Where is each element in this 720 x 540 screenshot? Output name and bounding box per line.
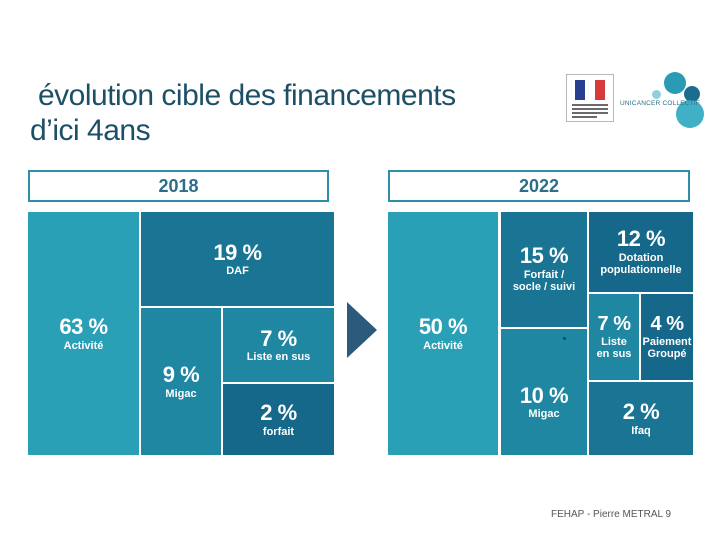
page-number: 9 <box>665 509 672 520</box>
title-line-2: d’ici 4ans <box>30 114 151 148</box>
cell-2022-forfait-socle: 15 % Forfait / socle / suivi <box>501 212 587 327</box>
year-2018-header: 2018 <box>28 170 329 202</box>
cell-2018-migac: 9 % Migac <box>141 308 221 455</box>
cell-2022-dotation: 12 % Dotation populationnelle <box>589 212 693 292</box>
year-2022-header: 2022 <box>388 170 690 202</box>
cell-2018-forfait: 2 % forfait <box>223 384 334 455</box>
government-logo <box>566 74 614 122</box>
cell-2022-liste-en-sus: 7 % Liste en sus <box>589 294 639 380</box>
title-line-1: évolution cible des financements <box>38 79 456 112</box>
cell-2018-liste-en-sus: 7 % Liste en sus <box>223 308 334 382</box>
footer-author: FEHAP - Pierre METRAL <box>551 509 663 520</box>
logo-caption: Unicancer collectif <box>620 100 701 107</box>
cell-2018-daf: 19 % DAF <box>141 212 334 306</box>
decorative-dot <box>563 337 566 340</box>
cell-2022-ifaq: 2 % Ifaq <box>589 382 693 455</box>
cell-2022-activite: 50 % Activité <box>388 212 498 455</box>
cell-2022-migac: 10 % Migac <box>501 329 587 455</box>
slide-title: évolution cible des financements d’ici 4… <box>30 78 456 149</box>
cell-2022-paiement-groupe: 4 % Paiement Groupé <box>641 294 693 380</box>
unicancer-logo: Unicancer collectif <box>618 70 712 130</box>
footer: FEHAP - Pierre METRAL 9 <box>551 509 671 520</box>
arrow-right-icon <box>347 302 377 358</box>
french-flag-icon <box>575 80 605 100</box>
cell-2018-activite: 63 % Activité <box>28 212 139 455</box>
